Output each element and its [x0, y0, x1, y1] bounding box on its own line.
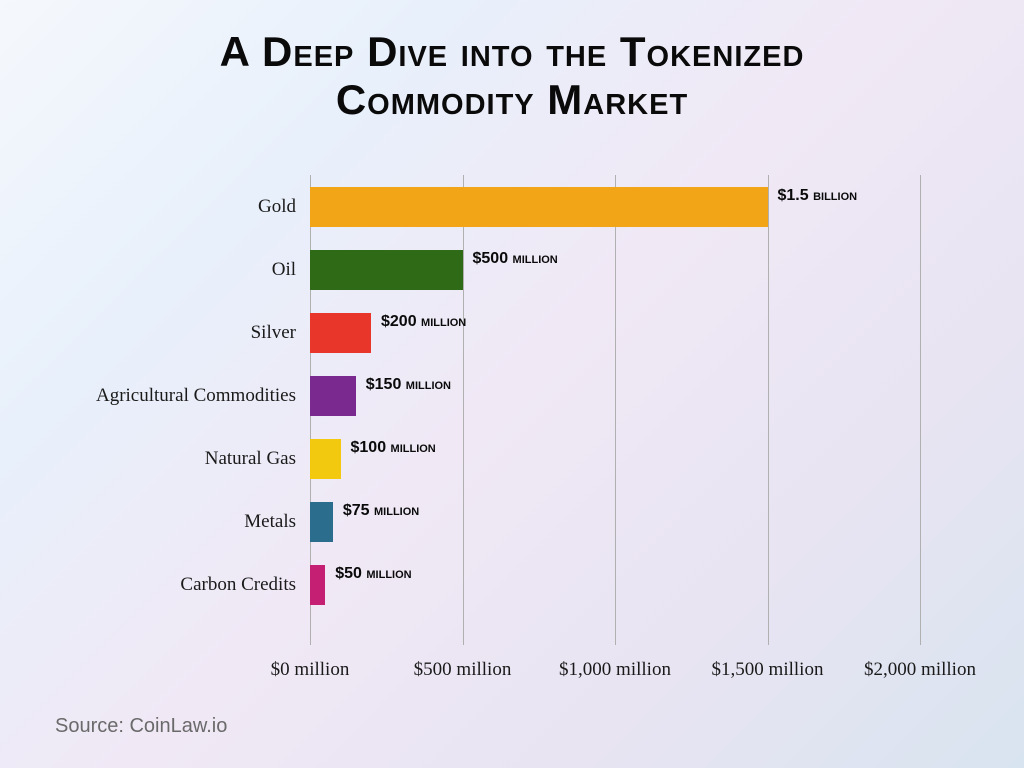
- bar-row: Agricultural Commodities$150 million: [310, 376, 356, 416]
- bar-row: Natural Gas$100 million: [310, 439, 341, 479]
- title-line-1: A Deep Dive into the Tokenized: [0, 28, 1024, 76]
- bar-chart: $0 million$500 million$1,000 million$1,5…: [310, 175, 920, 645]
- category-label: Oil: [272, 259, 296, 281]
- value-label: $50 million: [335, 565, 411, 583]
- bar-row: Gold$1.5 billion: [310, 187, 768, 227]
- gridline: [920, 175, 921, 645]
- x-axis-tick-label: $0 million: [271, 659, 350, 681]
- x-axis-tick-label: $2,000 million: [864, 659, 976, 681]
- bar-row: Metals$75 million: [310, 502, 333, 542]
- title-line-2: Commodity Market: [0, 76, 1024, 124]
- value-label: $150 million: [366, 376, 451, 394]
- value-label: $500 million: [473, 250, 558, 268]
- bar-row: Silver$200 million: [310, 313, 371, 353]
- value-label: $100 million: [351, 439, 436, 457]
- category-label: Natural Gas: [205, 448, 296, 470]
- value-label: $200 million: [381, 313, 466, 331]
- source-attribution: Source: CoinLaw.io: [55, 715, 227, 738]
- gridline: [768, 175, 769, 645]
- bar: $150 million: [310, 376, 356, 416]
- bar: $100 million: [310, 439, 341, 479]
- x-axis-tick-label: $1,000 million: [559, 659, 671, 681]
- bar: $1.5 billion: [310, 187, 768, 227]
- bar: $50 million: [310, 565, 325, 605]
- gridline: [463, 175, 464, 645]
- bar-row: Carbon Credits$50 million: [310, 565, 325, 605]
- gridline: [615, 175, 616, 645]
- value-label: $1.5 billion: [778, 187, 858, 205]
- chart-title: A Deep Dive into the Tokenized Commodity…: [0, 0, 1024, 125]
- x-axis-tick-label: $500 million: [414, 659, 512, 681]
- category-label: Agricultural Commodities: [96, 385, 296, 407]
- category-label: Gold: [258, 196, 296, 218]
- bar: $500 million: [310, 250, 463, 290]
- value-label: $75 million: [343, 502, 419, 520]
- bar-row: Oil$500 million: [310, 250, 463, 290]
- x-axis-tick-label: $1,500 million: [712, 659, 824, 681]
- category-label: Metals: [244, 511, 296, 533]
- bar: $200 million: [310, 313, 371, 353]
- category-label: Carbon Credits: [180, 574, 296, 596]
- category-label: Silver: [251, 322, 296, 344]
- bar: $75 million: [310, 502, 333, 542]
